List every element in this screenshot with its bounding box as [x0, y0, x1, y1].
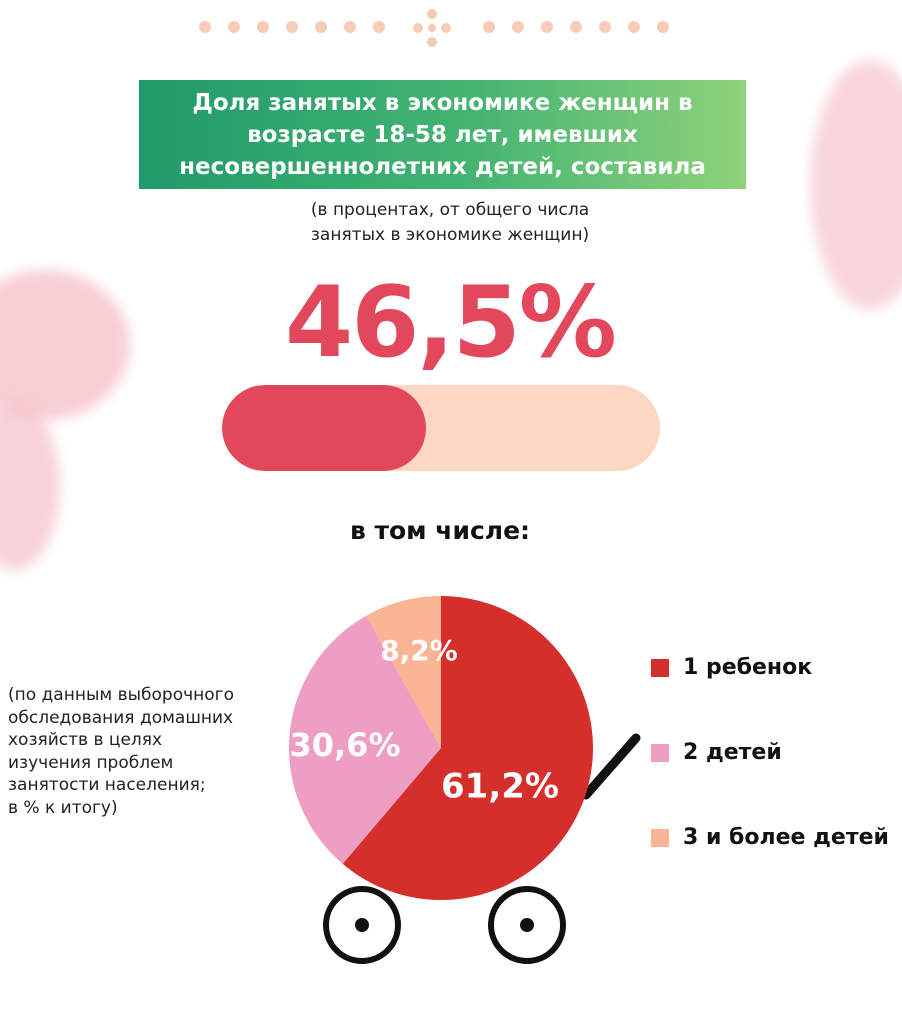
watercolor-blob — [810, 60, 902, 310]
legend-item: 2 детей — [651, 740, 782, 765]
watercolor-blob — [0, 400, 60, 570]
pie-value-label-2: 30,6% — [289, 726, 400, 764]
top-decoration — [199, 9, 669, 47]
title-banner: Доля занятых в экономике женщин в возрас… — [139, 80, 746, 189]
stroller-wheel-right — [488, 886, 566, 964]
stroller-handle — [581, 733, 641, 800]
pie-slice-1 — [342, 596, 594, 900]
legend-item: 3 и более детей — [651, 825, 889, 850]
legend-item: 1 ребенок — [651, 655, 812, 680]
pie-slice-3 — [366, 596, 441, 748]
page-title: Доля занятых в экономике женщин в возрас… — [179, 89, 706, 180]
pie-value-label-3: 8,2% — [380, 634, 458, 667]
watercolor-blob — [0, 270, 130, 420]
headline-value: 46,5% — [285, 266, 617, 380]
legend-swatch — [651, 743, 669, 762]
legend-swatch — [651, 828, 669, 847]
stroller-wheel-left — [323, 886, 401, 964]
subtitle: (в процентах, от общего числа занятых в … — [310, 200, 590, 245]
pie-value-label-1: 61,2% — [441, 767, 559, 807]
legend-label: 3 и более детей — [683, 825, 889, 850]
footnote: (по данным выборочного обследования дома… — [8, 685, 235, 818]
legend-label: 1 ребенок — [683, 655, 813, 680]
pie-slice-2 — [289, 615, 441, 864]
legend-swatch — [651, 658, 669, 677]
legend-label: 2 детей — [683, 740, 782, 765]
progress-bar-fill — [222, 385, 426, 471]
section-heading: в том числе: — [349, 516, 531, 545]
progress-bar — [222, 385, 660, 471]
